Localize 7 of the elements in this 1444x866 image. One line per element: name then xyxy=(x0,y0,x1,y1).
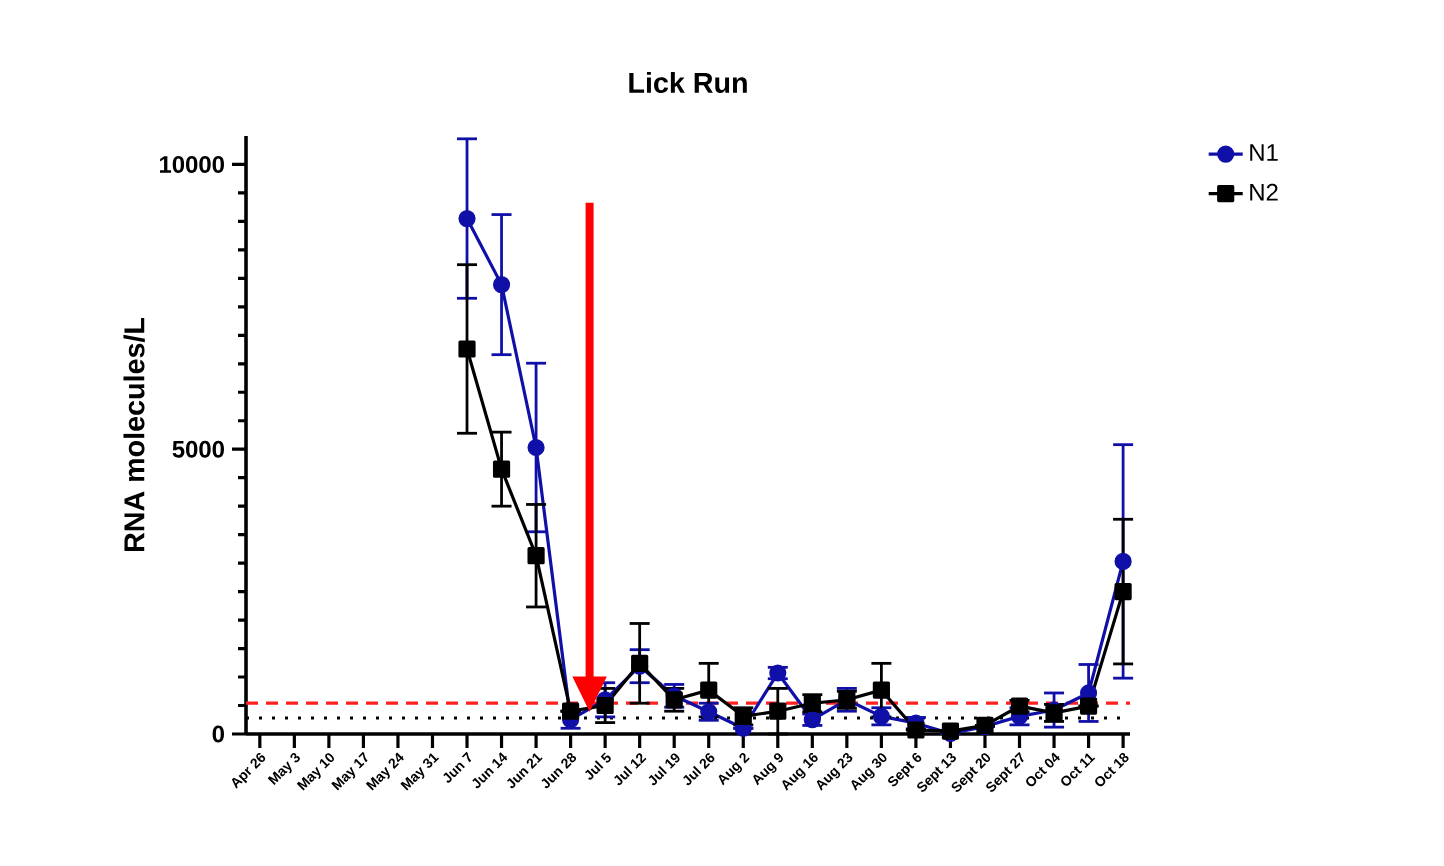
chart-title: Lick Run xyxy=(629,71,747,93)
y-axis-title: RNA molecules/L xyxy=(123,317,145,552)
y-tick-label: 5000 xyxy=(172,440,224,458)
legend-label: N2 xyxy=(1250,183,1278,201)
y-tick-label: 10000 xyxy=(159,155,224,173)
legend-label: N1 xyxy=(1250,144,1278,161)
y-tick-label: 0 xyxy=(212,725,224,743)
